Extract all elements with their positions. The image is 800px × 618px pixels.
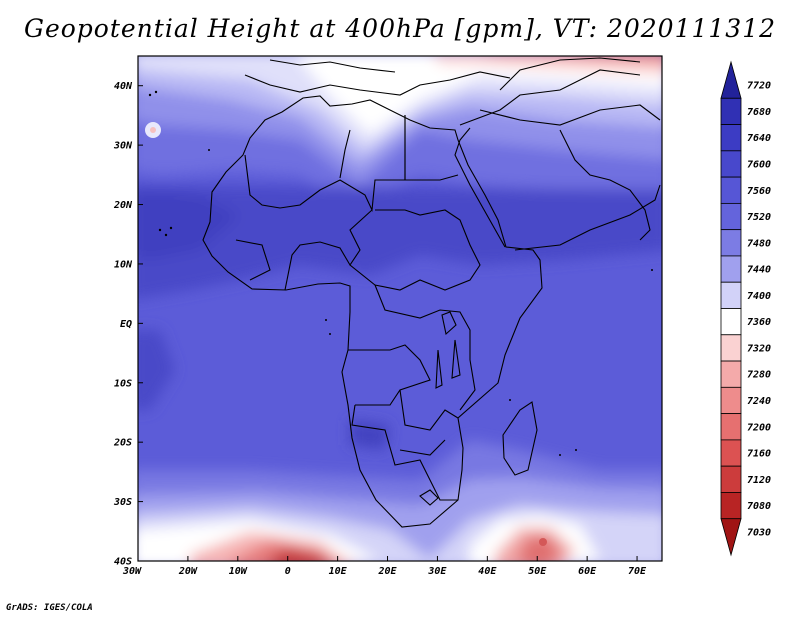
lon-label: 60E — [578, 566, 597, 577]
lat-label: EQ — [120, 319, 132, 330]
lat-label: 20S — [113, 438, 132, 449]
colorbar-segment — [720, 150, 742, 178]
colorbar-label: 7600 — [747, 159, 771, 170]
colorbar-bottom-arrow — [720, 518, 742, 557]
colorbar-segment — [720, 229, 742, 257]
lon-label: 70E — [628, 566, 647, 577]
lon-label: 30W — [122, 566, 142, 577]
lat-label: 30S — [113, 497, 132, 508]
lon-label: 30E — [427, 566, 447, 577]
colorbar-segment — [720, 176, 742, 204]
latitude-axis: 40N 30N 20N 10N EQ 10S 20S 30S 40S — [113, 81, 143, 568]
colorbar-label: 7680 — [747, 107, 771, 118]
colorbar-segment — [720, 281, 742, 309]
colorbar-segment — [720, 413, 742, 441]
chart-title: Geopotential Height at 400hPa [gpm], VT:… — [23, 14, 777, 43]
colorbar-label: 7080 — [747, 501, 771, 512]
lat-label: 30N — [113, 141, 133, 152]
colorbar-label: 7160 — [747, 449, 771, 460]
lat-label: 40S — [114, 557, 132, 568]
colorbar-label: 7440 — [747, 265, 771, 276]
colorbar-segment — [720, 124, 742, 152]
colorbar-segment — [720, 492, 742, 520]
colorbar-segment — [720, 465, 742, 493]
coastlines — [202, 57, 661, 528]
colorbar-segment — [720, 255, 742, 283]
colorbar: 7720 7680 7640 7600 7560 7520 7480 7440 7400 7360… — [720, 60, 771, 557]
lat-label: 20N — [113, 200, 133, 211]
colorbar-segment — [720, 97, 742, 125]
lon-label: 20E — [377, 566, 397, 577]
colorbar-label: 7720 — [747, 81, 771, 92]
colorbar-label: 7240 — [747, 396, 771, 407]
colorbar-label: 7030 — [747, 527, 771, 538]
longitude-axis: 30W 20W 10W 0 10E 20E 30E 40E 50E 60E 70E — [122, 556, 647, 577]
colorbar-label: 7320 — [747, 343, 771, 354]
colorbar-segment — [720, 308, 742, 336]
colorbar-label: 7280 — [747, 370, 771, 381]
colorbar-segment — [720, 334, 742, 362]
colorbar-segment — [720, 386, 742, 415]
lon-label: 40E — [478, 566, 497, 577]
map-frame — [137, 55, 663, 562]
lon-label: 10E — [329, 566, 348, 577]
lat-label: 40N — [114, 81, 133, 92]
colorbar-segment — [720, 360, 742, 388]
footer-credit: GrADS: IGES/COLA — [6, 603, 93, 613]
colorbar-label: 7120 — [747, 475, 771, 486]
lat-label: 10N — [114, 259, 133, 270]
colorbar-segment — [720, 202, 742, 231]
lat-label: 10S — [114, 378, 132, 389]
colorbar-top-arrow — [720, 60, 742, 99]
colorbar-label: 7560 — [747, 186, 771, 197]
lon-label: 10W — [229, 566, 248, 577]
colorbar-label: 7640 — [747, 133, 771, 144]
lon-label: 50E — [528, 566, 547, 577]
height-field — [138, 56, 662, 561]
colorbar-label: 7200 — [747, 422, 771, 433]
colorbar-segment — [720, 439, 742, 467]
lon-label: 20W — [178, 566, 198, 577]
colorbar-label: 7360 — [747, 317, 771, 328]
islands — [148, 90, 653, 456]
colorbar-label: 7480 — [747, 238, 771, 249]
colorbar-label: 7400 — [747, 291, 771, 302]
lon-label: 0 — [285, 566, 291, 577]
colorbar-label: 7520 — [747, 212, 771, 223]
